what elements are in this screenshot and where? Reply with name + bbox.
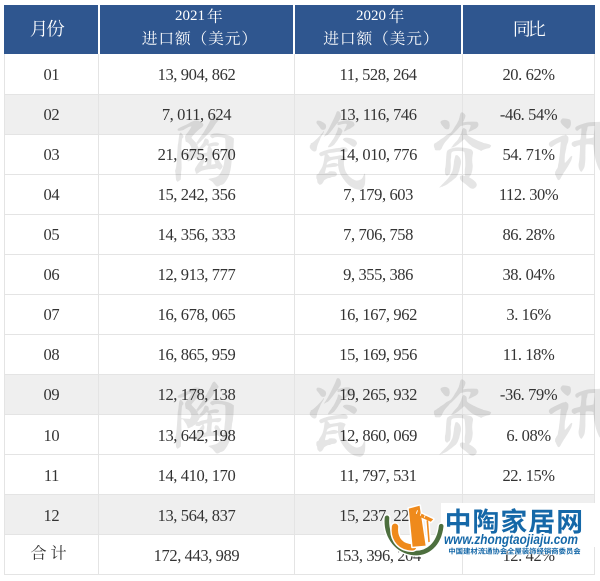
svg-text:www.zhongtaojiaju.com: www.zhongtaojiaju.com xyxy=(444,532,578,547)
svg-text:www.zhongtaojiaju.com: www.zhongtaojiaju.com xyxy=(444,532,578,547)
